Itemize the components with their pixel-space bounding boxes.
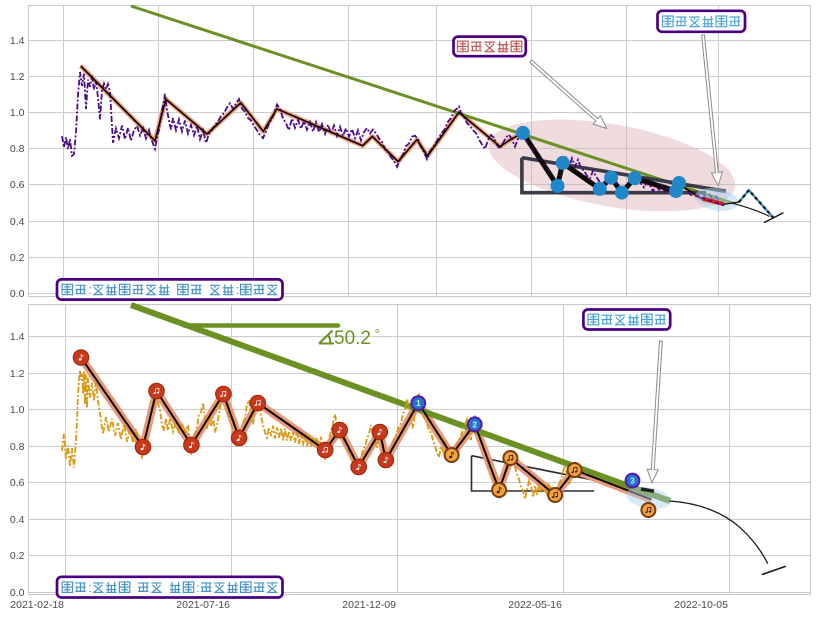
svg-text::: : xyxy=(196,580,200,595)
svg-text:1.4: 1.4 xyxy=(10,331,25,343)
svg-text:0.4: 0.4 xyxy=(10,216,25,228)
svg-text:0.8: 0.8 xyxy=(10,143,25,155)
svg-text:0.0: 0.0 xyxy=(10,587,25,599)
svg-text:50.2 °: 50.2 ° xyxy=(334,326,380,349)
svg-text:0.4: 0.4 xyxy=(10,514,25,526)
svg-text:0.2: 0.2 xyxy=(10,252,25,264)
svg-text:1.4: 1.4 xyxy=(10,35,25,47)
svg-text:2021-07-16: 2021-07-16 xyxy=(176,599,230,611)
svg-text:1.0: 1.0 xyxy=(10,404,25,416)
svg-text::: : xyxy=(88,282,92,297)
svg-text:2022-05-16: 2022-05-16 xyxy=(508,599,562,611)
svg-text:1.2: 1.2 xyxy=(10,71,25,83)
svg-text:0.6: 0.6 xyxy=(10,477,25,489)
svg-text:0.8: 0.8 xyxy=(10,441,25,453)
svg-text:2021-02-18: 2021-02-18 xyxy=(10,599,64,611)
svg-text:1.0: 1.0 xyxy=(10,107,25,119)
svg-text:0.0: 0.0 xyxy=(10,288,25,300)
svg-text:2: 2 xyxy=(472,420,477,429)
svg-text:3: 3 xyxy=(630,477,635,486)
svg-text:2022-10-05: 2022-10-05 xyxy=(674,599,728,611)
svg-text:0.6: 0.6 xyxy=(10,179,25,191)
svg-text::: : xyxy=(88,580,92,595)
svg-text:2021-12-09: 2021-12-09 xyxy=(342,599,396,611)
svg-text:1: 1 xyxy=(416,399,421,408)
svg-text:0.2: 0.2 xyxy=(10,550,25,562)
svg-text::: : xyxy=(236,282,240,297)
svg-text:1.2: 1.2 xyxy=(10,368,25,380)
